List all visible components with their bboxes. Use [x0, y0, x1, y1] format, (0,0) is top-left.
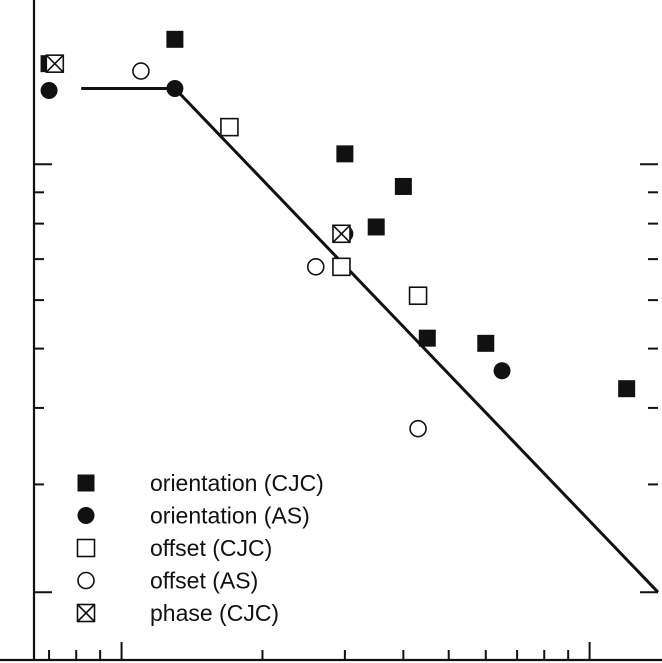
marker-filled-circle: [166, 79, 184, 97]
marker-cross-b: [76, 603, 96, 623]
marker-cross-b: [332, 224, 351, 243]
marker-filled-circle: [77, 507, 95, 524]
marker-open-square: [76, 538, 96, 558]
marker-cross-b: [45, 54, 64, 73]
legend: orientation (CJC) orientation (AS) offset …: [76, 470, 324, 626]
data-point: [306, 258, 325, 276]
marker-open-circle: [409, 419, 427, 438]
data-point: [408, 286, 428, 306]
marker-open-square: [408, 286, 428, 306]
marker-filled-square: [418, 329, 436, 347]
marker-filled-square: [618, 380, 636, 398]
legend-marker: [76, 538, 96, 558]
marker-filled-square: [166, 30, 184, 48]
data-point: [418, 329, 436, 347]
data-point: [477, 334, 495, 352]
data-point: [332, 257, 351, 277]
data-point: [493, 362, 511, 380]
marker-filled-square: [336, 145, 354, 163]
marker-open-circle: [77, 571, 95, 590]
data-point: [409, 419, 427, 438]
legend-label: offset (AS): [150, 568, 258, 594]
data-point: [336, 145, 354, 163]
legend-marker: [77, 474, 95, 492]
legend-marker: [76, 603, 96, 623]
data-point: [45, 54, 65, 73]
marker-filled-square: [77, 474, 95, 492]
marker-open-circle: [132, 62, 150, 80]
data-point: [332, 224, 351, 244]
legend-marker: [77, 507, 95, 524]
marker-filled-circle: [40, 81, 58, 99]
data-point: [166, 79, 184, 97]
legend-label: phase (CJC): [150, 600, 279, 626]
marker-open-square: [220, 117, 239, 137]
data-point: [40, 81, 58, 99]
marker-filled-square: [367, 218, 385, 236]
marker-open-square: [332, 257, 351, 277]
legend-label: orientation (CJC): [150, 470, 324, 496]
marker-filled-circle: [493, 362, 511, 380]
data-point: [220, 117, 239, 137]
data-points: [40, 30, 636, 438]
marker-filled-square: [394, 177, 412, 195]
legend-label: orientation (AS): [150, 503, 310, 529]
axis-ticks: [34, 163, 658, 660]
legend-marker: [77, 571, 95, 590]
marker-filled-square: [477, 334, 495, 352]
data-point: [618, 380, 636, 398]
data-point: [367, 218, 385, 236]
data-point: [166, 30, 184, 48]
data-point: [132, 62, 150, 80]
data-point: [394, 177, 412, 195]
marker-open-circle: [306, 258, 325, 276]
legend-label: offset (CJC): [150, 535, 272, 561]
